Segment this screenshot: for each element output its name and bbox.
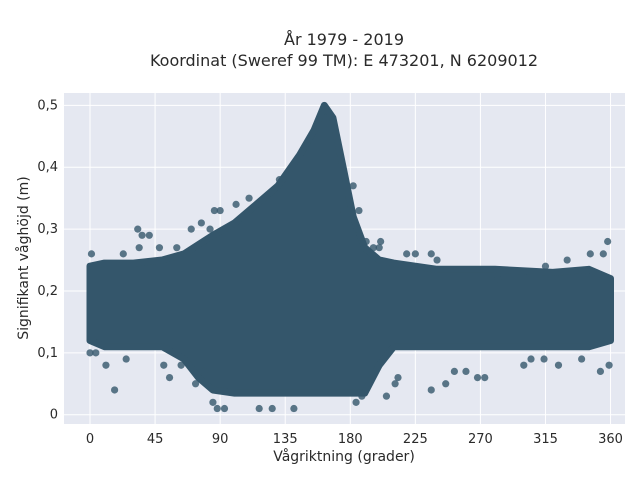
data-point (355, 206, 363, 215)
data-point (206, 225, 214, 233)
data-point (427, 250, 435, 258)
x-tick-label: 0 (86, 432, 94, 447)
data-point (135, 244, 143, 252)
data-point (450, 367, 458, 376)
data-point (520, 361, 528, 369)
data-point (210, 206, 218, 215)
data-point (411, 250, 419, 258)
data-point (268, 404, 276, 413)
chart-title-line1: År 1979 - 2019 (284, 30, 404, 49)
data-point (197, 219, 205, 227)
data-point (111, 386, 119, 394)
data-point (353, 225, 362, 233)
data-point (209, 398, 217, 406)
y-axis-label: Signifikant våghöjd (m) (15, 176, 32, 339)
data-point (540, 355, 548, 363)
y-tick-label: 0,1 (37, 346, 58, 361)
data-point (427, 386, 435, 394)
data-point (358, 392, 366, 400)
x-tick-label: 360 (598, 432, 623, 447)
data-point (554, 361, 563, 369)
data-point (481, 373, 489, 382)
data-point (220, 404, 229, 413)
data-point (245, 194, 253, 202)
data-point (369, 244, 378, 252)
data-point (586, 250, 594, 258)
data-point (173, 244, 181, 252)
x-tick-label: 90 (212, 432, 229, 447)
data-point (200, 367, 208, 376)
data-point (92, 349, 100, 357)
data-point (160, 361, 168, 369)
data-point (122, 355, 130, 363)
data-point (494, 275, 502, 283)
data-point (145, 231, 153, 239)
data-point (578, 355, 586, 363)
data-point (290, 404, 298, 413)
data-point (599, 250, 607, 258)
y-tick-label: 0,4 (37, 160, 58, 175)
data-point (213, 404, 221, 413)
scatter-points (86, 176, 613, 413)
data-point (375, 244, 383, 252)
x-tick-label: 225 (403, 432, 428, 447)
data-point (541, 262, 550, 270)
data-point (155, 244, 164, 252)
data-point (605, 361, 613, 369)
data-point (333, 206, 341, 215)
data-point (563, 256, 571, 264)
x-tick-label: 180 (338, 432, 363, 447)
data-point (596, 367, 605, 376)
data-point (391, 380, 399, 388)
x-axis-label: Vågriktning (grader) (273, 448, 415, 465)
x-tick-label: 270 (468, 432, 493, 447)
data-point (403, 250, 411, 258)
data-point (183, 250, 191, 258)
data-point (232, 200, 240, 208)
data-point (275, 176, 284, 184)
data-point (527, 355, 535, 363)
data-point (394, 373, 402, 382)
data-point (349, 182, 357, 190)
dense-point-cloud (86, 101, 614, 397)
data-point (187, 225, 195, 233)
data-point (119, 250, 127, 258)
data-point (382, 392, 391, 400)
dense-band (86, 101, 614, 397)
data-point (134, 225, 142, 233)
data-point (433, 256, 441, 264)
data-point (177, 361, 185, 369)
data-point (102, 361, 110, 369)
y-tick-label: 0,5 (37, 98, 58, 113)
data-point (216, 206, 224, 215)
data-point (362, 237, 370, 246)
y-tick-label: 0,2 (37, 284, 58, 299)
x-tick-label: 315 (533, 432, 558, 447)
data-point (462, 367, 470, 376)
data-point (165, 373, 174, 382)
data-point (138, 231, 146, 239)
data-point (87, 250, 96, 258)
x-tick-label: 45 (147, 432, 164, 447)
x-tick-label: 135 (273, 432, 298, 447)
data-point (352, 398, 360, 406)
y-tick-label: 0,3 (37, 222, 58, 237)
chart-title-line2: Koordinat (Sweref 99 TM): E 473201, N 62… (150, 51, 538, 70)
y-axis-ticks: 0 0,1 0,2 0,3 0,4 0,5 (37, 98, 58, 422)
data-point (473, 373, 482, 382)
data-point (86, 349, 94, 357)
x-axis-ticks: 0 45 90 135 180 225 270 315 360 (86, 432, 623, 447)
data-point (191, 380, 200, 388)
data-point (442, 380, 450, 388)
y-tick-label: 0 (50, 408, 58, 423)
data-point (604, 237, 612, 246)
data-point (377, 237, 385, 246)
data-point (255, 404, 263, 413)
